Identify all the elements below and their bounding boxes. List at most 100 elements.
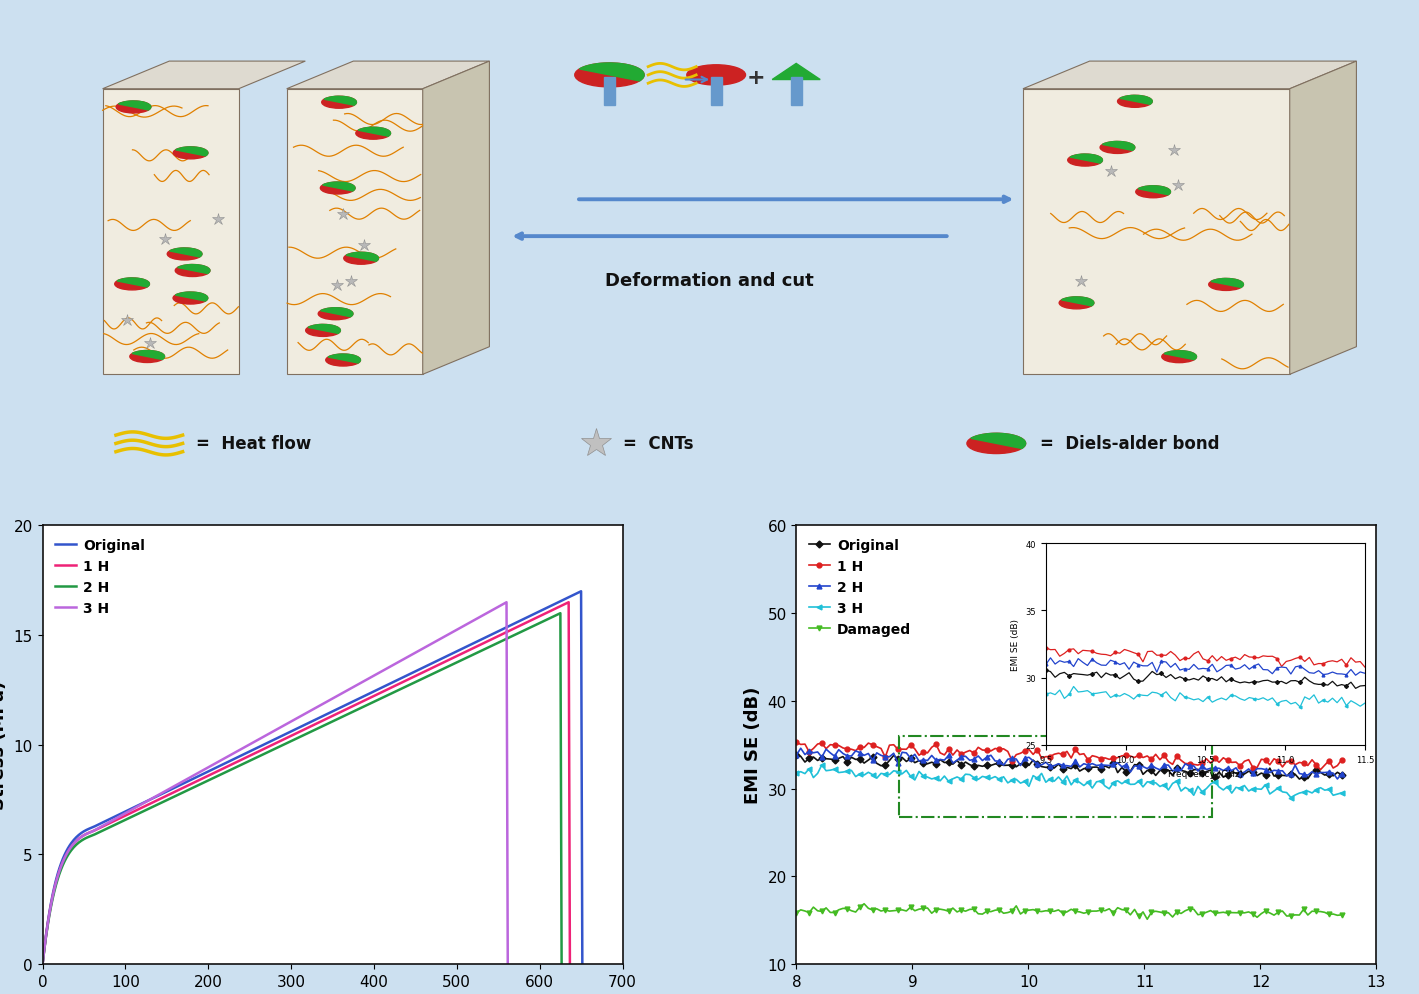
Circle shape [1209, 279, 1243, 291]
3 H [1219, 781, 1236, 793]
2 H [437, 662, 454, 674]
Polygon shape [772, 65, 820, 81]
Polygon shape [1290, 62, 1357, 375]
Circle shape [318, 308, 353, 320]
Original [369, 684, 386, 696]
Wedge shape [1061, 297, 1094, 306]
Polygon shape [102, 62, 305, 89]
Wedge shape [132, 351, 165, 360]
3 H [315, 698, 332, 710]
3 H [458, 618, 475, 630]
Polygon shape [1023, 62, 1357, 89]
2 H [552, 607, 569, 619]
3 H [1076, 779, 1093, 791]
2 H [1330, 773, 1347, 785]
1 H [1215, 752, 1232, 764]
Original [1332, 769, 1349, 781]
Circle shape [966, 433, 1026, 454]
1 H [562, 958, 579, 970]
Wedge shape [118, 101, 150, 110]
Wedge shape [322, 183, 355, 192]
Wedge shape [116, 278, 149, 287]
Circle shape [321, 183, 355, 195]
3 H [498, 596, 515, 608]
Bar [898, 737, 1212, 817]
Circle shape [1162, 351, 1196, 363]
2 H [345, 706, 362, 718]
Wedge shape [177, 265, 210, 274]
Bar [604, 79, 614, 105]
Text: =  Diels-alder bond: = Diels-alder bond [1040, 435, 1220, 453]
2 H [380, 689, 397, 701]
Text: =  Heat flow: = Heat flow [196, 435, 311, 453]
3 H [1283, 792, 1300, 804]
Wedge shape [1164, 351, 1196, 360]
Original [788, 748, 805, 760]
Polygon shape [287, 62, 490, 89]
Original [1215, 771, 1232, 783]
1 H [1189, 759, 1206, 771]
Original [526, 608, 543, 620]
2 H [553, 958, 570, 970]
2 H [941, 749, 958, 761]
Line: 1 H: 1 H [43, 602, 570, 964]
Circle shape [116, 101, 150, 114]
Legend: Original, 1 H, 2 H, 3 H: Original, 1 H, 2 H, 3 H [50, 533, 150, 620]
1 H [1313, 764, 1330, 776]
3 H [294, 710, 311, 722]
Wedge shape [579, 64, 644, 82]
Line: 3 H: 3 H [795, 762, 1344, 800]
Wedge shape [1120, 96, 1152, 105]
2 H [792, 743, 809, 754]
3 H [813, 759, 830, 771]
Circle shape [687, 66, 745, 85]
Line: 3 H: 3 H [43, 602, 508, 964]
Wedge shape [1103, 142, 1135, 151]
3 H [346, 681, 363, 693]
Line: Original: Original [43, 591, 582, 964]
Original [1189, 763, 1206, 775]
Circle shape [356, 128, 390, 140]
1 H [386, 681, 403, 693]
2 H [507, 629, 524, 641]
Wedge shape [176, 293, 207, 302]
Circle shape [1135, 187, 1171, 199]
Wedge shape [1070, 155, 1103, 164]
Text: Deformation and cut: Deformation and cut [604, 271, 815, 289]
Wedge shape [1210, 279, 1243, 288]
3 H [1025, 770, 1042, 782]
Original [34, 958, 51, 970]
3 H [1151, 780, 1168, 792]
Original [1291, 773, 1308, 785]
3 H [34, 958, 51, 970]
3 H [396, 653, 413, 665]
Original [573, 585, 590, 597]
Original [1071, 765, 1088, 777]
Circle shape [1118, 96, 1152, 108]
Y-axis label: EMI SE (dB): EMI SE (dB) [744, 687, 762, 804]
2 H [34, 958, 51, 970]
Original [453, 644, 470, 656]
Polygon shape [102, 89, 238, 375]
Wedge shape [324, 97, 356, 106]
Circle shape [305, 325, 341, 337]
Circle shape [575, 64, 644, 87]
Circle shape [167, 248, 201, 260]
2 H [1151, 764, 1168, 776]
Circle shape [343, 253, 379, 265]
Damaged [856, 898, 873, 910]
Wedge shape [971, 433, 1026, 449]
3 H [325, 692, 342, 704]
2 H [788, 749, 805, 761]
3 H [499, 958, 517, 970]
Circle shape [1067, 155, 1103, 167]
Circle shape [1100, 142, 1135, 154]
Damaged [1025, 904, 1042, 915]
Line: 1 H: 1 H [795, 741, 1344, 772]
Wedge shape [321, 308, 353, 317]
Original [1020, 759, 1037, 771]
1 H [1020, 744, 1037, 755]
Polygon shape [423, 62, 490, 375]
Damaged [941, 906, 958, 917]
Damaged [1198, 907, 1215, 918]
